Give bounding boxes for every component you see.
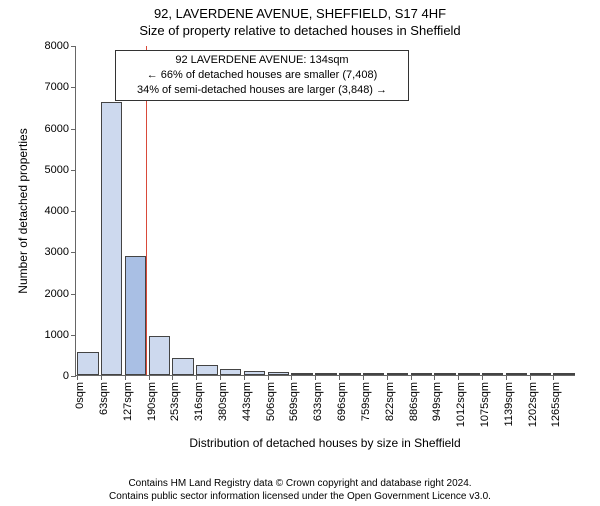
x-tick-label: 316sqm [193, 382, 205, 421]
x-tick-label: 63sqm [98, 382, 110, 415]
y-tick [71, 46, 76, 47]
bar [315, 373, 336, 375]
bar [506, 373, 527, 375]
x-tick-label: 127sqm [122, 382, 134, 421]
x-tick [315, 375, 316, 380]
y-tick [71, 87, 76, 88]
bar [291, 373, 312, 375]
bar [268, 372, 289, 375]
x-tick-label: 1265sqm [550, 382, 562, 427]
bar [458, 373, 479, 375]
x-tick [244, 375, 245, 380]
bar [101, 102, 122, 375]
bar [339, 373, 360, 375]
x-tick [196, 375, 197, 380]
y-tick-label: 3000 [45, 246, 69, 258]
bar [434, 373, 455, 375]
y-tick [71, 129, 76, 130]
x-tick [125, 375, 126, 380]
x-tick-label: 569sqm [288, 382, 300, 421]
y-tick-label: 1000 [45, 329, 69, 341]
x-tick-label: 1139sqm [503, 382, 515, 426]
x-tick [553, 375, 554, 380]
y-tick-label: 8000 [45, 40, 69, 52]
footer-line-1: Contains HM Land Registry data © Crown c… [0, 477, 600, 490]
x-tick-label: 443sqm [241, 382, 253, 421]
x-tick [172, 375, 173, 380]
x-tick [149, 375, 150, 380]
x-tick [411, 375, 412, 380]
x-tick-label: 1075sqm [479, 382, 491, 427]
y-tick-label: 5000 [45, 164, 69, 176]
y-tick [71, 294, 76, 295]
x-tick [101, 375, 102, 380]
bar [149, 336, 170, 375]
annotation-box: 92 LAVERDENE AVENUE: 134sqm ← 66% of det… [115, 50, 409, 101]
x-tick [363, 375, 364, 380]
bar [244, 371, 265, 375]
annotation-line-2: ← 66% of detached houses are smaller (7,… [122, 68, 402, 83]
x-tick-label: 190sqm [146, 382, 158, 421]
y-tick [71, 376, 76, 377]
x-axis-label: Distribution of detached houses by size … [189, 436, 460, 450]
annotation-line-3: 34% of semi-detached houses are larger (… [122, 83, 402, 98]
bar [553, 373, 574, 375]
bar [172, 358, 193, 375]
x-tick-label: 949sqm [431, 382, 443, 421]
x-tick [506, 375, 507, 380]
footer-line-2: Contains public sector information licen… [0, 490, 600, 503]
title-line-1: 92, LAVERDENE AVENUE, SHEFFIELD, S17 4HF [0, 6, 600, 21]
chart-container: 92, LAVERDENE AVENUE, SHEFFIELD, S17 4HF… [0, 6, 600, 506]
bar [530, 373, 551, 375]
annotation-line-1: 92 LAVERDENE AVENUE: 134sqm [122, 53, 402, 68]
y-tick-label: 0 [63, 370, 69, 382]
bar [363, 373, 384, 375]
x-tick-label: 0sqm [74, 382, 86, 409]
y-tick [71, 252, 76, 253]
y-tick-label: 4000 [45, 205, 69, 217]
x-tick [387, 375, 388, 380]
bar [196, 365, 217, 375]
bar [411, 373, 432, 375]
x-tick [434, 375, 435, 380]
x-tick [268, 375, 269, 380]
x-tick-label: 696sqm [336, 382, 348, 421]
x-tick-label: 886sqm [408, 382, 420, 421]
bar [77, 352, 98, 375]
x-tick [77, 375, 78, 380]
x-tick-label: 506sqm [265, 382, 277, 421]
x-tick-label: 633sqm [312, 382, 324, 421]
y-tick-label: 6000 [45, 123, 69, 135]
bar [220, 369, 241, 375]
x-tick [291, 375, 292, 380]
x-tick-label: 759sqm [360, 382, 372, 421]
x-tick-label: 380sqm [217, 382, 229, 421]
x-tick [458, 375, 459, 380]
y-tick [71, 170, 76, 171]
x-tick [530, 375, 531, 380]
x-tick [482, 375, 483, 380]
x-tick [220, 375, 221, 380]
title-line-2: Size of property relative to detached ho… [0, 23, 600, 38]
x-tick-label: 253sqm [169, 382, 181, 421]
y-tick [71, 211, 76, 212]
x-tick-label: 822sqm [384, 382, 396, 421]
bar [387, 373, 408, 375]
y-tick-label: 7000 [45, 81, 69, 93]
bar [482, 373, 503, 375]
y-tick-label: 2000 [45, 288, 69, 300]
footer: Contains HM Land Registry data © Crown c… [0, 477, 600, 503]
x-tick-label: 1202sqm [527, 382, 539, 427]
y-tick [71, 335, 76, 336]
x-tick [339, 375, 340, 380]
y-axis-label: Number of detached properties [16, 128, 30, 293]
bar [125, 256, 146, 375]
x-tick-label: 1012sqm [455, 382, 467, 427]
